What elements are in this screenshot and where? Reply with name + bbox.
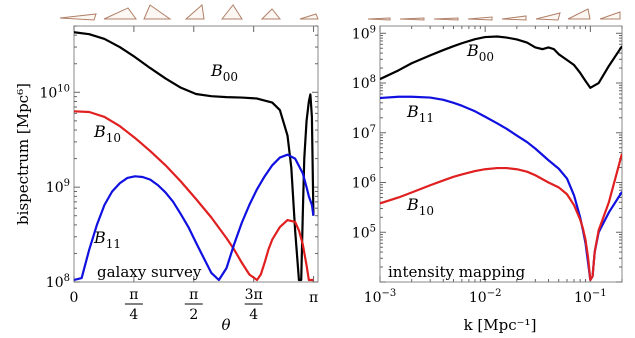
tick-denominator: 4 [249, 307, 258, 323]
right-x-tick-label: 10−3 [364, 288, 397, 306]
left-y-tick-label-exponent: 8 [64, 273, 70, 284]
right-y-tick-label: 109 [352, 24, 376, 42]
right-x-tick-label-exponent: −3 [382, 288, 397, 299]
left-series-b00 [74, 31, 315, 282]
left-series-b10 [74, 110, 314, 282]
right-x-tick-label-base: 10 [574, 290, 592, 306]
right-y-tick-label-exponent: 6 [370, 174, 376, 185]
left-y-tick-label-exponent: 10 [57, 83, 70, 94]
label-base: B [406, 102, 419, 121]
right-series-b11 [380, 95, 622, 282]
left-x-axis-label: θ [221, 316, 230, 334]
label-subscript: 00 [223, 70, 238, 84]
right-x-tick-label-exponent: −2 [487, 288, 502, 299]
triangle-config-icon [467, 16, 493, 21]
left-label-b10: B10 [93, 122, 121, 145]
left-y-tick-label-exponent: 9 [64, 178, 70, 189]
left-series-group [74, 31, 315, 282]
right-x-tick-label: 10−2 [469, 288, 502, 306]
triangle-shape-strip [59, 4, 621, 21]
right-y-tick-label-exponent: 9 [370, 24, 376, 35]
left-x-tick-label: 0 [70, 290, 79, 306]
left-y-tick-label-base: 10 [39, 85, 57, 101]
triangle-config-icon [184, 4, 205, 20]
right-label-b11: B11 [406, 102, 434, 125]
right-y-tick-label: 107 [352, 124, 376, 142]
tick-numerator: π [189, 287, 198, 303]
left-plot-frame [73, 25, 319, 283]
triangle-config-icon [220, 4, 243, 20]
triangle-config-icon [260, 8, 282, 20]
right-annotation: intensity mapping [388, 263, 526, 281]
label-base: B [466, 41, 479, 60]
triangle-config-icon [399, 17, 425, 21]
right-y-tick-label-exponent: 7 [370, 124, 376, 135]
right-x-tick-label-base: 10 [469, 290, 487, 306]
triangle-config-icon [501, 15, 527, 21]
right-y-tick-label-base: 10 [352, 126, 370, 142]
left-series-b11 [74, 153, 315, 282]
left-y-tick-label: 108 [46, 273, 70, 291]
label-subscript: 10 [106, 131, 121, 145]
right-x-tick-label: 10−1 [574, 288, 607, 306]
right-y-tick-label-exponent: 8 [370, 74, 376, 85]
left-x-tick-label: π [309, 290, 318, 306]
label-base: B [93, 122, 106, 141]
label-subscript: 00 [479, 50, 494, 64]
left-label-b11: B11 [93, 228, 121, 251]
label-subscript: 11 [106, 237, 121, 251]
left-y-tick-label-base: 10 [46, 180, 64, 196]
triangle-config-icon [433, 17, 459, 21]
right-y-tick-label-base: 10 [352, 76, 370, 92]
label-base: B [93, 228, 106, 247]
right-y-tick-label: 106 [352, 174, 376, 192]
left-x-tick-label: 3π4 [245, 287, 263, 323]
triangle-config-icon [103, 7, 137, 20]
tick-denominator: 4 [129, 307, 138, 323]
left-y-axis-label: bispectrum [Mpc⁶] [14, 83, 32, 225]
left-annotation: galaxy survey [97, 263, 202, 281]
right-y-tick-label: 105 [352, 223, 376, 241]
label-base: B [210, 61, 223, 80]
triangle-config-icon [59, 13, 97, 21]
right-x-tick-label-base: 10 [364, 290, 382, 306]
tick-denominator: 2 [189, 307, 198, 323]
right-series-b10 [380, 153, 622, 282]
right-y-tick-label-base: 10 [352, 176, 370, 192]
right-series-group [380, 35, 622, 282]
triangle-config-icon [599, 11, 621, 20]
triangle-config-icon [567, 8, 591, 20]
right-x-axis-label: k [Mpc⁻¹] [464, 316, 537, 334]
label-subscript: 11 [419, 111, 434, 125]
tick-numerator: 3π [245, 287, 263, 303]
left-label-b00: B00 [210, 61, 238, 84]
right-series-b00 [380, 35, 622, 89]
triangle-config-icon [299, 13, 319, 20]
triangle-config-icon [367, 17, 391, 21]
triangle-config-icon [143, 4, 172, 20]
left-x-tick-label: π2 [184, 287, 203, 323]
label-base: B [406, 195, 419, 214]
right-x-tick-label-exponent: −1 [592, 288, 607, 299]
left-y-tick-label: 1010 [39, 83, 70, 101]
left-y-tick-label-base: 10 [46, 275, 64, 291]
right-label-b10: B10 [406, 195, 434, 218]
right-y-tick-label-exponent: 5 [370, 223, 376, 234]
right-y-tick-label-base: 10 [352, 225, 370, 241]
right-y-tick-label-base: 10 [352, 26, 370, 42]
tick-numerator: π [129, 287, 138, 303]
left-x-tick-label: π4 [124, 287, 143, 323]
right-y-tick-label: 108 [352, 74, 376, 92]
left-y-tick-label: 109 [46, 178, 70, 196]
triangle-config-icon [535, 12, 561, 21]
label-subscript: 10 [419, 204, 434, 218]
right-label-b00: B00 [466, 41, 494, 64]
